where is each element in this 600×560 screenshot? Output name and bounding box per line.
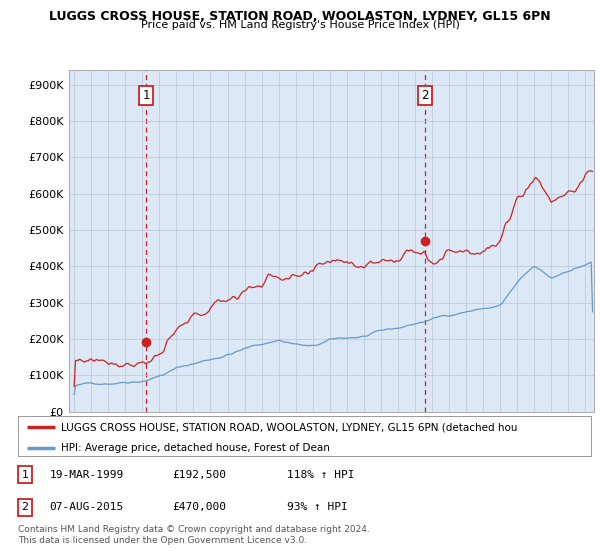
Text: Contains HM Land Registry data © Crown copyright and database right 2024.
This d: Contains HM Land Registry data © Crown c… xyxy=(18,525,370,545)
Text: £192,500: £192,500 xyxy=(173,470,227,479)
Text: 1: 1 xyxy=(142,89,150,102)
Text: 07-AUG-2015: 07-AUG-2015 xyxy=(50,502,124,512)
Text: HPI: Average price, detached house, Forest of Dean: HPI: Average price, detached house, Fore… xyxy=(61,442,330,452)
Text: 2: 2 xyxy=(22,502,28,512)
Text: Price paid vs. HM Land Registry's House Price Index (HPI): Price paid vs. HM Land Registry's House … xyxy=(140,20,460,30)
Text: LUGGS CROSS HOUSE, STATION ROAD, WOOLASTON, LYDNEY, GL15 6PN: LUGGS CROSS HOUSE, STATION ROAD, WOOLAST… xyxy=(49,10,551,22)
Text: 118% ↑ HPI: 118% ↑ HPI xyxy=(287,470,355,479)
Text: £470,000: £470,000 xyxy=(173,502,227,512)
Text: LUGGS CROSS HOUSE, STATION ROAD, WOOLASTON, LYDNEY, GL15 6PN (detached hou: LUGGS CROSS HOUSE, STATION ROAD, WOOLAST… xyxy=(61,422,517,432)
Text: 1: 1 xyxy=(22,470,28,479)
Text: 93% ↑ HPI: 93% ↑ HPI xyxy=(287,502,348,512)
Text: 2: 2 xyxy=(421,89,429,102)
Text: 19-MAR-1999: 19-MAR-1999 xyxy=(50,470,124,479)
